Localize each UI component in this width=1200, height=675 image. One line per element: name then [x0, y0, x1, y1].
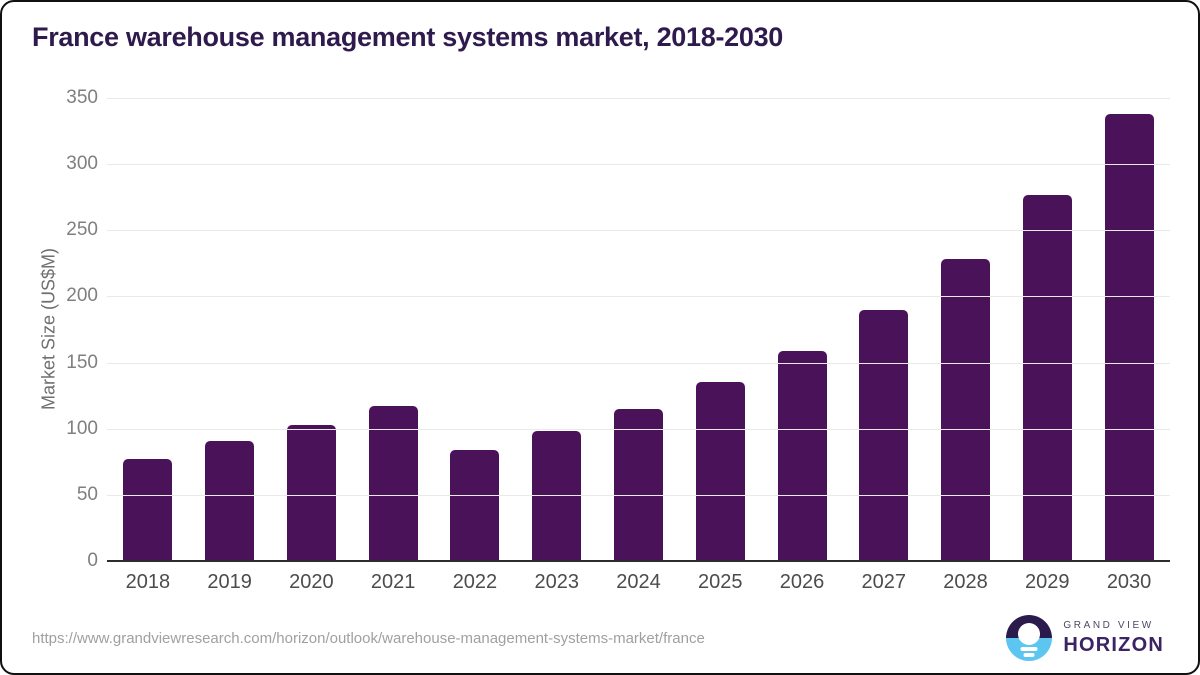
- logo-reflection-dash: [1020, 647, 1038, 651]
- x-tick-2029: 2029: [1025, 571, 1070, 593]
- x-tick-2023: 2023: [534, 571, 579, 593]
- x-axis-tick-labels: 2018 2019 2020 2021 2022 2023 2024 2025 2026 2027…: [107, 571, 1170, 594]
- y-tick-250: 250: [66, 219, 98, 241]
- bar-slot-2029: [1006, 98, 1088, 561]
- gridline-100: [107, 428, 1170, 430]
- bar-2022: [450, 449, 500, 561]
- plot-area: [107, 98, 1170, 562]
- y-tick-50: 50: [76, 483, 98, 505]
- bar-slot-2027: [843, 98, 925, 561]
- gridline-250: [107, 230, 1170, 232]
- y-tick-300: 300: [66, 153, 98, 175]
- bar-2021: [368, 406, 418, 561]
- y-axis-tick-labels: 0 50 100 150 200 250 300 350: [2, 88, 98, 571]
- logo-horizon-text: HORIZON: [1063, 633, 1164, 656]
- x-tick-2025: 2025: [697, 571, 743, 593]
- bar-2026: [777, 350, 827, 561]
- gridline-200: [107, 296, 1170, 298]
- bar-slot-2025: [679, 98, 761, 561]
- y-tick-200: 200: [66, 285, 98, 307]
- bar-slot-2022: [434, 98, 516, 561]
- gridline-350: [107, 98, 1170, 99]
- grand-view-horizon-logo: GRAND VIEW HORIZON: [1006, 615, 1164, 661]
- bar-2028: [941, 259, 991, 561]
- x-tick-2027: 2027: [861, 571, 907, 593]
- gridline-300: [107, 164, 1170, 166]
- gridline-50: [107, 494, 1170, 496]
- bar-2018: [123, 459, 173, 561]
- bar-2019: [205, 440, 255, 561]
- y-tick-150: 150: [66, 351, 98, 373]
- logo-reflection-dash: [1023, 653, 1035, 657]
- logo-sun-circle: [1018, 623, 1041, 645]
- chart-title: France warehouse management systems mark…: [32, 22, 784, 52]
- bar-2030: [1104, 113, 1154, 561]
- x-tick-2028: 2028: [943, 571, 988, 593]
- gridline-150: [107, 362, 1170, 364]
- logo-grand-view-text: GRAND VIEW: [1063, 619, 1154, 631]
- x-tick-2026: 2026: [779, 571, 825, 593]
- x-tick-2021: 2021: [370, 571, 416, 593]
- bar-2025: [695, 382, 745, 561]
- bar-2020: [286, 424, 336, 561]
- bar-2023: [532, 431, 582, 561]
- bar-slot-2024: [598, 98, 680, 561]
- x-tick-2020: 2020: [289, 571, 334, 593]
- bar-slot-2023: [516, 98, 598, 561]
- x-tick-2018: 2018: [125, 571, 171, 593]
- y-tick-350: 350: [66, 87, 98, 108]
- bar-slot-2020: [271, 98, 353, 561]
- logo-wordmark: GRAND VIEW HORIZON: [1063, 620, 1164, 657]
- x-tick-2024: 2024: [616, 571, 661, 593]
- bar-slot-2028: [925, 98, 1007, 561]
- bar-slot-2019: [189, 98, 271, 561]
- horizon-sun-icon: [1006, 615, 1053, 661]
- bar-slot-2018: [107, 98, 189, 561]
- bar-2029: [1022, 194, 1072, 561]
- x-axis-line: [107, 560, 1170, 562]
- bar-slot-2021: [352, 98, 434, 561]
- x-tick-2019: 2019: [207, 571, 252, 593]
- y-tick-100: 100: [66, 417, 98, 439]
- footer: https://www.grandviewresearch.com/horizo…: [2, 609, 1198, 673]
- bar-series: [107, 98, 1170, 561]
- x-tick-2022: 2022: [452, 571, 498, 593]
- x-tick-2030: 2030: [1106, 571, 1152, 593]
- bar-slot-2030: [1088, 98, 1170, 561]
- source-url: https://www.grandviewresearch.com/horizo…: [32, 629, 705, 647]
- y-tick-0: 0: [87, 550, 98, 571]
- bar-slot-2026: [761, 98, 843, 561]
- bar-2027: [859, 309, 909, 561]
- bar-2024: [613, 408, 663, 561]
